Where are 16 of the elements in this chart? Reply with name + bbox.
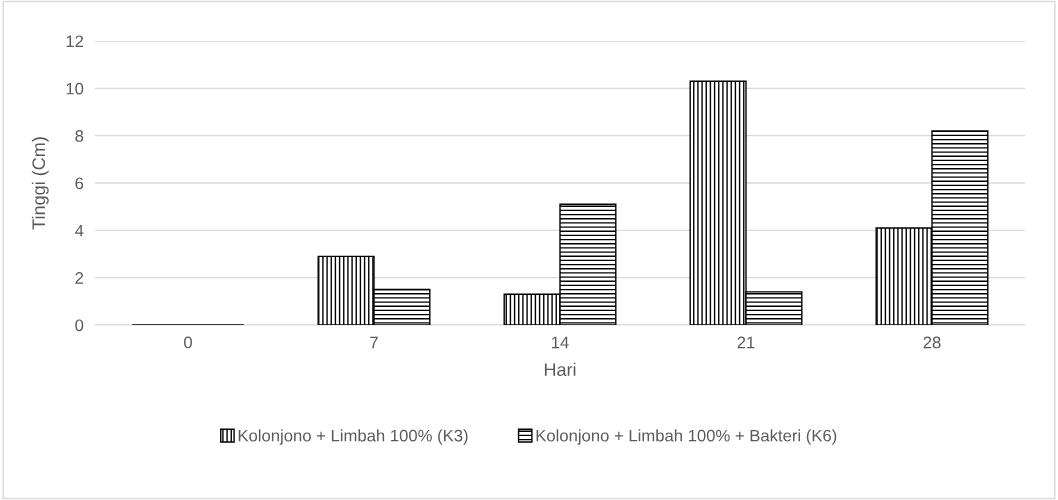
- y-axis-title: Tinggi (Cm): [31, 137, 49, 230]
- y-tick-label: 4: [75, 224, 84, 237]
- x-tick-label: 7: [370, 336, 378, 349]
- y-tick-label: 0: [75, 319, 84, 332]
- y-tick-label: 6: [75, 177, 84, 190]
- x-axis-title: Hari: [544, 362, 576, 377]
- x-tick-label: 0: [184, 336, 192, 349]
- x-tick-label: 21: [737, 336, 755, 349]
- y-tick-label: 12: [66, 35, 84, 48]
- legend-label: Kolonjono + Limbah 100% + Bakteri (K6): [536, 429, 837, 445]
- x-tick-label: 14: [552, 336, 569, 349]
- x-tick-label: 28: [923, 336, 941, 349]
- y-tick-label: 10: [66, 82, 84, 95]
- y-tick-label: 2: [75, 272, 84, 284]
- y-tick-label: 8: [75, 130, 84, 142]
- legend-label: Kolonjono + Limbah 100% (K3): [238, 429, 468, 445]
